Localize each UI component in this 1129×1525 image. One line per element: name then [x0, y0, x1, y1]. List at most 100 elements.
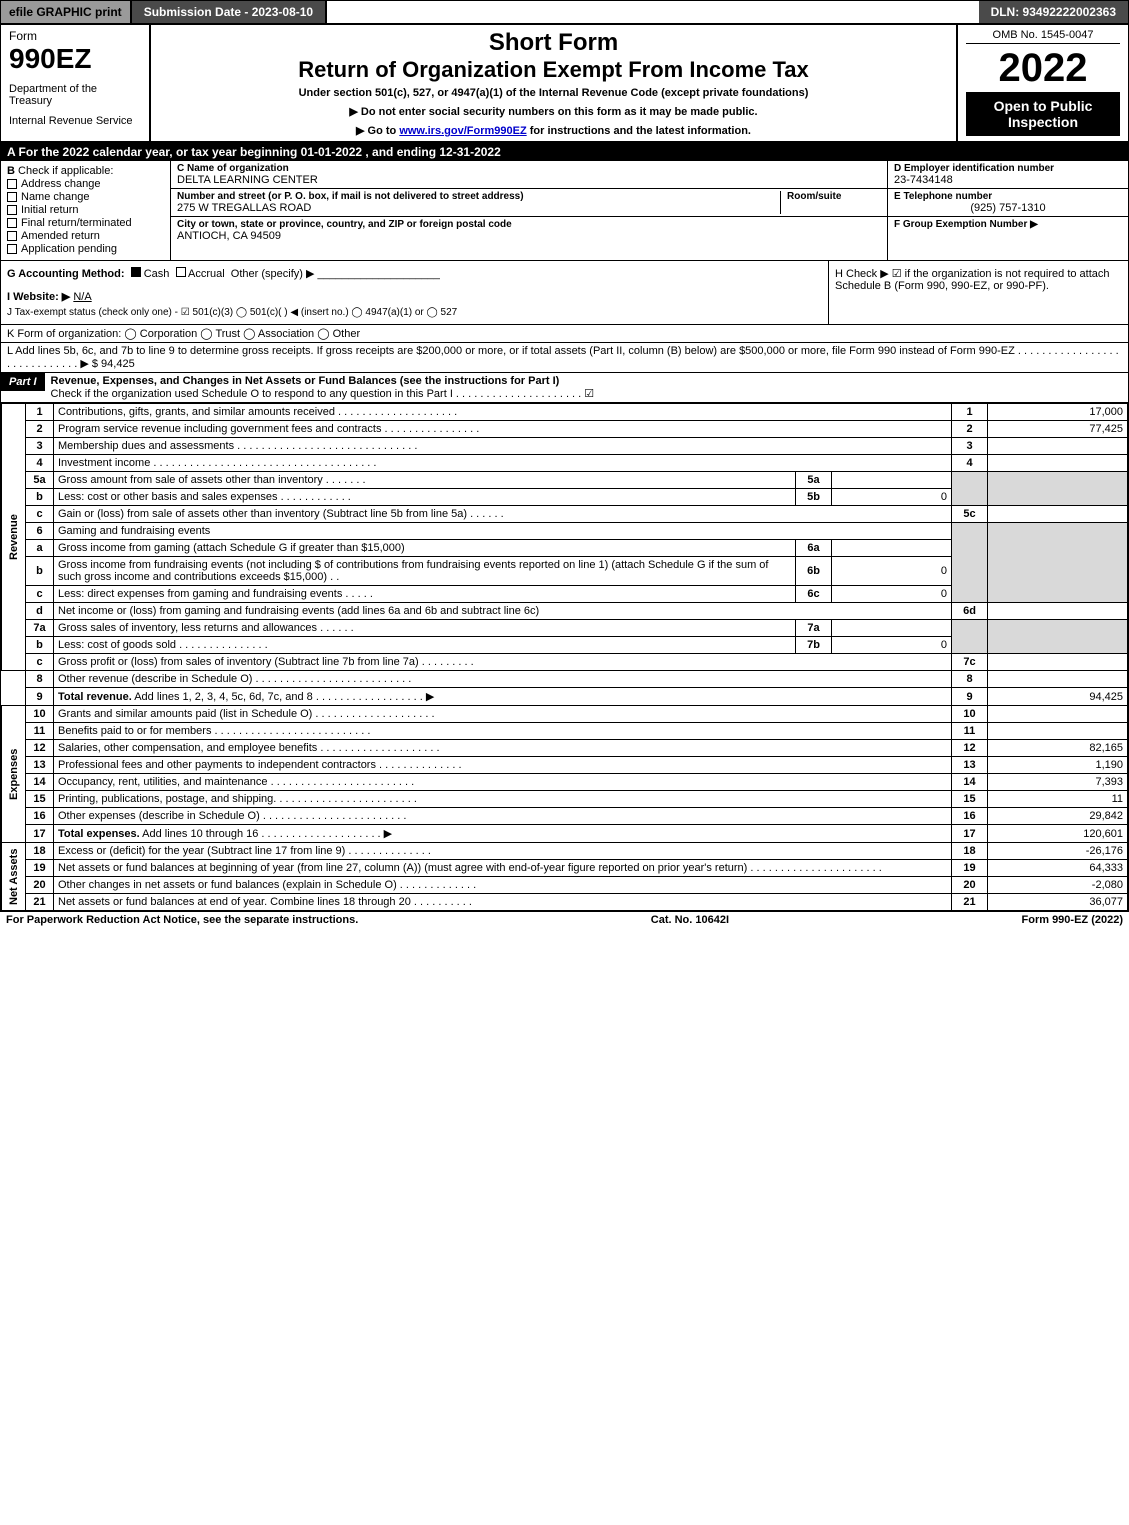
l7c-val — [988, 654, 1128, 671]
form-number: 990EZ — [9, 43, 141, 75]
l21-num: 21 — [26, 894, 54, 911]
line-17: 17 Total expenses. Add lines 10 through … — [2, 825, 1128, 843]
l7a-num: 7a — [26, 620, 54, 637]
l6d-num: d — [26, 603, 54, 620]
l5-grey-val — [988, 472, 1128, 506]
l11-num: 11 — [26, 723, 54, 740]
l20-desc: Other changes in net assets or fund bala… — [54, 877, 952, 894]
l3-ln: 3 — [952, 438, 988, 455]
checkbox-icon[interactable] — [7, 231, 17, 241]
l7a-desc: Gross sales of inventory, less returns a… — [54, 620, 796, 637]
header-center: Short Form Return of Organization Exempt… — [151, 25, 958, 141]
checkbox-icon[interactable] — [7, 192, 17, 202]
line-8: 8 Other revenue (describe in Schedule O)… — [2, 671, 1128, 688]
l9-ln: 9 — [952, 688, 988, 706]
c-street-row: Number and street (or P. O. box, if mail… — [171, 189, 887, 217]
l12-val: 82,165 — [988, 740, 1128, 757]
l6-num: 6 — [26, 523, 54, 540]
form-label: Form — [9, 29, 141, 43]
l9-num: 9 — [26, 688, 54, 706]
open-to-public: Open to Public Inspection — [966, 92, 1120, 136]
c-name-row: C Name of organization DELTA LEARNING CE… — [171, 161, 887, 189]
l18-ln: 18 — [952, 843, 988, 860]
line-18: Net Assets 18 Excess or (deficit) for th… — [2, 843, 1128, 860]
l6d-val — [988, 603, 1128, 620]
d-row: D Employer identification number 23-7434… — [888, 161, 1128, 189]
l2-num: 2 — [26, 421, 54, 438]
part1-title: Revenue, Expenses, and Changes in Net As… — [51, 375, 560, 387]
l4-num: 4 — [26, 455, 54, 472]
cb-accrual[interactable] — [176, 267, 186, 277]
l6d-ln: 6d — [952, 603, 988, 620]
ssn-note: ▶ Do not enter social security numbers o… — [159, 105, 948, 118]
l6b-sn: 6b — [796, 557, 832, 586]
checkbox-icon[interactable] — [7, 205, 17, 215]
header-row: Form 990EZ Department of the Treasury In… — [1, 25, 1128, 143]
l6b-sv: 0 — [832, 557, 952, 586]
l12-desc: Salaries, other compensation, and employ… — [54, 740, 952, 757]
l4-ln: 4 — [952, 455, 988, 472]
l5b-desc: Less: cost or other basis and sales expe… — [54, 489, 796, 506]
line-7a: 7a Gross sales of inventory, less return… — [2, 620, 1128, 637]
l7-grey-val — [988, 620, 1128, 654]
d-label: D Employer identification number — [894, 163, 1122, 174]
part1-header-row: Part I Revenue, Expenses, and Changes in… — [1, 373, 1128, 403]
l6-grey — [952, 523, 988, 603]
l17-desc: Total expenses. Add lines 10 through 16 … — [54, 825, 952, 843]
checkbox-icon[interactable] — [7, 218, 17, 228]
l19-val: 64,333 — [988, 860, 1128, 877]
l13-desc: Professional fees and other payments to … — [54, 757, 952, 774]
l5a-sn: 5a — [796, 472, 832, 489]
l1-desc: Contributions, gifts, grants, and simila… — [54, 404, 952, 421]
l7a-sn: 7a — [796, 620, 832, 637]
f-label: F Group Exemption Number ▶ — [894, 219, 1122, 230]
l3-val — [988, 438, 1128, 455]
cb-label: Address change — [21, 178, 101, 190]
side-netassets: Net Assets — [2, 843, 26, 911]
l6-grey-val — [988, 523, 1128, 603]
l5c-val — [988, 506, 1128, 523]
cb-initial-return[interactable]: Initial return — [7, 204, 164, 216]
cb-application-pending[interactable]: Application pending — [7, 243, 164, 255]
irs-link[interactable]: www.irs.gov/Form990EZ — [399, 125, 526, 137]
l20-ln: 20 — [952, 877, 988, 894]
cb-label: Application pending — [21, 243, 117, 255]
c-name-label: C Name of organization — [177, 163, 881, 174]
l6a-num: a — [26, 540, 54, 557]
col-c: C Name of organization DELTA LEARNING CE… — [171, 161, 888, 260]
cb-name-change[interactable]: Name change — [7, 191, 164, 203]
org-name: DELTA LEARNING CENTER — [177, 174, 881, 186]
g-left: G Accounting Method: Cash Accrual Other … — [1, 261, 828, 324]
l6a-sv — [832, 540, 952, 557]
l10-desc: Grants and similar amounts paid (list in… — [54, 706, 952, 723]
l14-ln: 14 — [952, 774, 988, 791]
l6c-sv: 0 — [832, 586, 952, 603]
l5a-num: 5a — [26, 472, 54, 489]
footer-center: Cat. No. 10642I — [651, 914, 729, 926]
line-12: 12 Salaries, other compensation, and emp… — [2, 740, 1128, 757]
g-row: G Accounting Method: Cash Accrual Other … — [7, 267, 822, 280]
footer-left: For Paperwork Reduction Act Notice, see … — [6, 914, 358, 926]
footer: For Paperwork Reduction Act Notice, see … — [0, 912, 1129, 928]
efile-print[interactable]: efile GRAPHIC print — [1, 1, 132, 23]
checkbox-icon[interactable] — [7, 179, 17, 189]
h-text: H Check ▶ ☑ if the organization is not r… — [835, 267, 1122, 292]
cb-amended-return[interactable]: Amended return — [7, 230, 164, 242]
return-title: Return of Organization Exempt From Incom… — [159, 57, 948, 83]
cb-address-change[interactable]: Address change — [7, 178, 164, 190]
col-def: D Employer identification number 23-7434… — [888, 161, 1128, 260]
l7-grey — [952, 620, 988, 654]
line-19: 19 Net assets or fund balances at beginn… — [2, 860, 1128, 877]
b-letter: B — [7, 165, 15, 177]
l6c-sn: 6c — [796, 586, 832, 603]
checkbox-icon[interactable] — [7, 244, 17, 254]
cb-cash[interactable] — [131, 267, 141, 277]
l20-num: 20 — [26, 877, 54, 894]
l6c-desc: Less: direct expenses from gaming and fu… — [54, 586, 796, 603]
l2-val: 77,425 — [988, 421, 1128, 438]
cb-final-return[interactable]: Final return/terminated — [7, 217, 164, 229]
goto-link[interactable]: ▶ Go to www.irs.gov/Form990EZ for instru… — [159, 124, 948, 137]
l11-desc: Benefits paid to or for members . . . . … — [54, 723, 952, 740]
l8-num: 8 — [26, 671, 54, 688]
l12-ln: 12 — [952, 740, 988, 757]
